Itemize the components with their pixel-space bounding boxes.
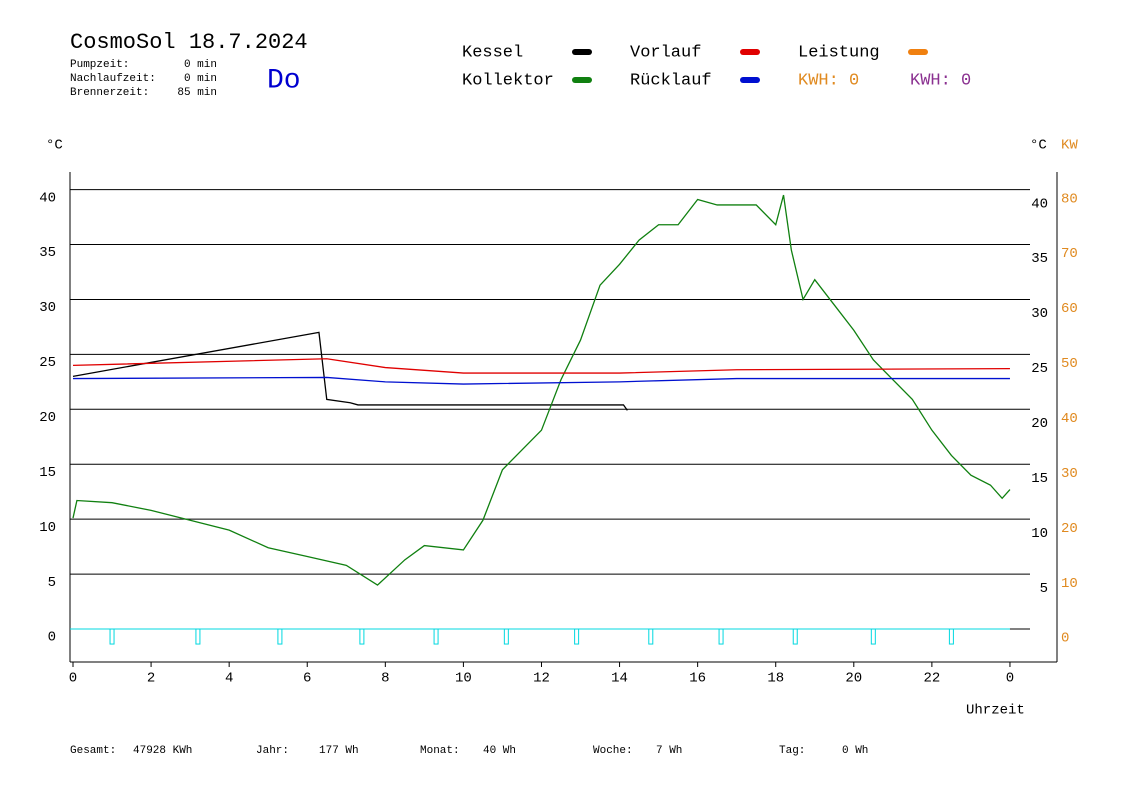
marker — [870, 628, 876, 645]
x-tick-label: 0 — [69, 671, 77, 687]
y-right-label: °C — [1030, 138, 1047, 154]
weekday: Do — [267, 65, 301, 96]
time-label: Brennerzeit: — [70, 87, 149, 99]
marker — [109, 628, 115, 645]
time-value: 85 min — [177, 87, 217, 99]
y-tick-label: 10 — [39, 520, 56, 536]
x-tick-label: 22 — [923, 671, 940, 687]
x-label: Uhrzeit — [966, 703, 1025, 719]
x-tick-label: 8 — [381, 671, 389, 687]
x-tick-label: 6 — [303, 671, 311, 687]
y-right-tick-label: 5 — [1040, 581, 1048, 597]
time-label: Nachlaufzeit: — [70, 73, 156, 85]
y2-tick-label: 10 — [1061, 576, 1078, 592]
y-tick-label: 5 — [48, 575, 56, 591]
marker — [792, 628, 798, 645]
x-tick-label: 16 — [689, 671, 706, 687]
kwh-label: KWH: 0 — [910, 71, 971, 90]
footer-value: 177 Wh — [319, 745, 359, 757]
time-label: Pumpzeit: — [70, 59, 129, 71]
x-tick-label: 18 — [767, 671, 784, 687]
y2-tick-label: 50 — [1061, 356, 1078, 372]
marker — [503, 628, 509, 645]
y2-tick-label: 70 — [1061, 246, 1078, 262]
time-value: 0 min — [184, 59, 217, 71]
chart-title: CosmoSol 18.7.2024 — [70, 30, 308, 55]
x-tick-label: 4 — [225, 671, 233, 687]
series-line — [72, 194, 1011, 586]
y-right-tick-label: 35 — [1031, 251, 1048, 267]
y2-tick-label: 20 — [1061, 521, 1078, 537]
marker — [648, 628, 654, 645]
y-tick-label: 35 — [39, 245, 56, 261]
y-right-tick-label: 20 — [1031, 416, 1048, 432]
footer-label: Tag: — [779, 745, 805, 757]
y2-tick-label: 0 — [1061, 631, 1069, 647]
footer-value: 47928 KWh — [133, 745, 192, 757]
footer-label: Gesamt: — [70, 745, 116, 757]
y2-tick-label: 30 — [1061, 466, 1078, 482]
x-tick-label: 2 — [147, 671, 155, 687]
marker — [359, 628, 365, 645]
y-tick-label: 40 — [39, 190, 56, 206]
footer-label: Woche: — [593, 745, 633, 757]
legend-label: Vorlauf — [630, 43, 701, 62]
series-line — [72, 331, 628, 411]
footer-value: 7 Wh — [656, 745, 682, 757]
legend-label: Kessel — [462, 43, 523, 62]
y-tick-label: 25 — [39, 355, 56, 371]
marker — [277, 628, 283, 645]
footer-label: Monat: — [420, 745, 460, 757]
time-value: 0 min — [184, 73, 217, 85]
kwh-label: KWH: 0 — [798, 71, 859, 90]
marker — [433, 628, 439, 645]
y2-tick-label: 40 — [1061, 411, 1078, 427]
footer-label: Jahr: — [256, 745, 289, 757]
y2-tick-label: 80 — [1061, 191, 1078, 207]
y-tick-label: 20 — [39, 410, 56, 426]
y-tick-label: 15 — [39, 465, 56, 481]
footer-value: 40 Wh — [483, 745, 516, 757]
y-tick-label: 0 — [48, 630, 56, 646]
y-label: °C — [46, 138, 63, 154]
marker — [195, 628, 201, 645]
x-tick-label: 20 — [845, 671, 862, 687]
legend-label: Leistung — [798, 43, 880, 62]
footer-value: 0 Wh — [842, 745, 868, 757]
y-right-tick-label: 40 — [1031, 196, 1048, 212]
marker — [574, 628, 580, 645]
y-right-tick-label: 15 — [1031, 471, 1048, 487]
y-right-tick-label: 30 — [1031, 306, 1048, 322]
x-tick-label: 10 — [455, 671, 472, 687]
marker — [948, 628, 954, 645]
y-right-tick-label: 25 — [1031, 361, 1048, 377]
series-line — [72, 358, 1010, 374]
y-right-tick-label: 10 — [1031, 526, 1048, 542]
y-tick-label: 30 — [39, 300, 56, 316]
series-line — [72, 376, 1010, 385]
legend-label: Kollektor — [462, 71, 554, 90]
marker — [718, 628, 724, 645]
y2-label: KW — [1061, 138, 1078, 154]
legend-label: Rücklauf — [630, 71, 712, 90]
x-tick-label: 14 — [611, 671, 628, 687]
x-tick-label: 0 — [1006, 671, 1014, 687]
x-tick-label: 12 — [533, 671, 550, 687]
y2-tick-label: 60 — [1061, 301, 1078, 317]
